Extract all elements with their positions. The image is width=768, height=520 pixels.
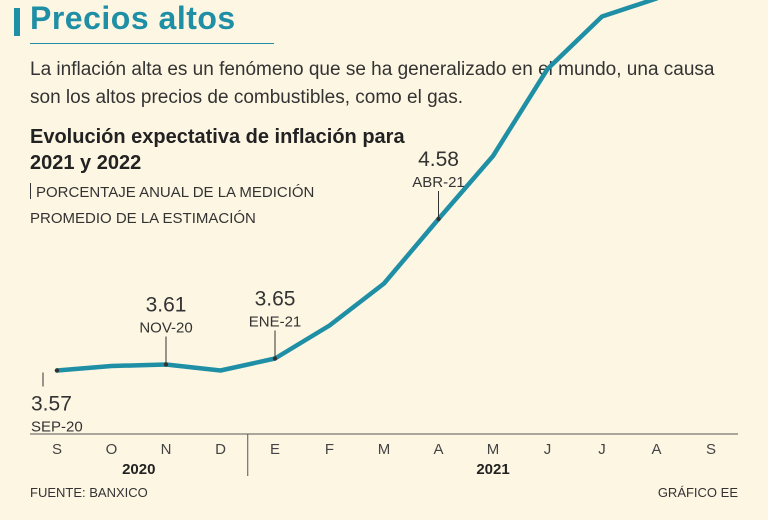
annotation-value: 3.65 (255, 288, 296, 311)
annotation-value: 3.61 (146, 294, 187, 317)
footer-source: FUENTE: BANXICO (30, 485, 148, 500)
x-tick-label: J (544, 441, 552, 458)
annotation-date: ENE-21 (249, 314, 302, 331)
x-tick-label: A (651, 441, 661, 458)
annotation-date: ABR-21 (412, 174, 465, 191)
x-tick-label: S (706, 441, 716, 458)
x-tick-label: M (487, 441, 500, 458)
x-tick-label: J (598, 441, 606, 458)
x-tick-label: O (106, 441, 118, 458)
x-tick-label: E (270, 441, 280, 458)
x-tick-label: S (52, 441, 62, 458)
chart-subtitle: PORCENTAJE ANUAL DE LA MEDICIÓN PROMEDIO… (30, 180, 390, 232)
subtitle-bar (30, 183, 31, 199)
year-label: 2021 (476, 461, 509, 478)
data-point-marker (163, 362, 169, 367)
x-tick-label: A (433, 441, 443, 458)
x-tick-label: N (161, 441, 172, 458)
chart-subtitle-line-1: PORCENTAJE ANUAL DE LA MEDICIÓN (30, 180, 390, 206)
x-tick-label: D (215, 441, 226, 458)
annotation-layer: 3.57 SEP-20 NOV-20 3.61 ENE-21 3.65 ABR-21 4.58… (31, 148, 465, 436)
annotation-date: NOV-20 (139, 320, 192, 337)
chart-subtitle-text-1: PORCENTAJE ANUAL DE LA MEDICIÓN (36, 184, 315, 201)
chart-title: Evolución expectativa de inflación para … (30, 126, 405, 174)
x-tick-label: F (325, 441, 334, 458)
data-point-marker (54, 368, 60, 373)
x-axis: S O N D E F M A M J J A S 2020 2021 (30, 433, 738, 478)
data-point-marker (436, 216, 441, 222)
year-label: 2020 (122, 461, 155, 478)
x-tick-label: M (378, 441, 391, 458)
data-point-marker (272, 356, 278, 361)
page-title: Precios altos (30, 0, 236, 36)
footer-credit: GRÁFICO EE (657, 485, 738, 500)
title-accent-bar (14, 8, 20, 36)
annotation-value: 3.57 (31, 393, 72, 416)
annotation-value: 4.58 (418, 148, 459, 171)
annotation-date: SEP-20 (31, 419, 83, 436)
title-divider (30, 43, 274, 44)
chart-subtitle-text-2: PROMEDIO DE LA ESTIMACIÓN (30, 210, 256, 227)
